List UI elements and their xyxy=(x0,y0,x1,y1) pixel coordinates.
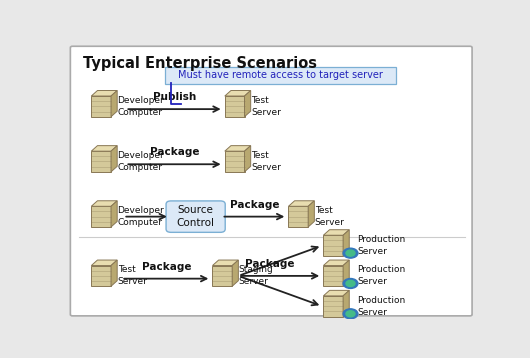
Polygon shape xyxy=(91,206,111,227)
Text: Typical Enterprise Scenarios: Typical Enterprise Scenarios xyxy=(83,56,317,71)
Polygon shape xyxy=(323,290,349,296)
Polygon shape xyxy=(91,260,117,266)
Text: Test
Server: Test Server xyxy=(315,206,344,227)
Polygon shape xyxy=(323,296,343,316)
Polygon shape xyxy=(343,230,349,256)
Text: Developer
Computer: Developer Computer xyxy=(118,96,164,117)
Polygon shape xyxy=(111,260,117,286)
Circle shape xyxy=(346,280,355,286)
Polygon shape xyxy=(225,146,251,151)
Polygon shape xyxy=(288,201,314,206)
Text: Package: Package xyxy=(229,200,279,210)
FancyBboxPatch shape xyxy=(166,201,225,232)
Polygon shape xyxy=(343,260,349,286)
Text: Production
Server: Production Server xyxy=(357,235,405,256)
Polygon shape xyxy=(323,235,343,256)
Text: Developer
Computer: Developer Computer xyxy=(118,206,164,227)
Polygon shape xyxy=(323,230,349,235)
Text: Package: Package xyxy=(150,147,199,158)
Polygon shape xyxy=(91,91,117,96)
Text: Test
Server: Test Server xyxy=(118,266,147,286)
Polygon shape xyxy=(244,146,251,172)
Circle shape xyxy=(346,250,355,256)
Polygon shape xyxy=(111,201,117,227)
Circle shape xyxy=(343,309,358,319)
Text: Must have remote access to target server: Must have remote access to target server xyxy=(179,71,383,80)
Polygon shape xyxy=(343,290,349,316)
Polygon shape xyxy=(232,260,238,286)
Text: Publish: Publish xyxy=(153,92,196,102)
Text: Staging
Server: Staging Server xyxy=(238,266,273,286)
Text: Package: Package xyxy=(142,262,191,272)
Text: Production
Server: Production Server xyxy=(357,266,405,286)
Polygon shape xyxy=(225,91,251,96)
Text: Developer
Computer: Developer Computer xyxy=(118,151,164,172)
Polygon shape xyxy=(91,96,111,117)
Polygon shape xyxy=(323,260,349,266)
Polygon shape xyxy=(111,91,117,117)
Polygon shape xyxy=(225,151,244,172)
Circle shape xyxy=(346,311,355,317)
Polygon shape xyxy=(288,206,308,227)
Polygon shape xyxy=(244,91,251,117)
Polygon shape xyxy=(213,260,238,266)
Polygon shape xyxy=(111,146,117,172)
Polygon shape xyxy=(308,201,314,227)
FancyBboxPatch shape xyxy=(70,46,472,316)
Circle shape xyxy=(343,248,358,258)
Polygon shape xyxy=(91,201,117,206)
Text: Source
Control: Source Control xyxy=(176,205,215,228)
Text: Production
Server: Production Server xyxy=(357,296,405,316)
Polygon shape xyxy=(323,266,343,286)
Polygon shape xyxy=(91,151,111,172)
Text: Test
Server: Test Server xyxy=(251,96,281,117)
Circle shape xyxy=(343,279,358,289)
Polygon shape xyxy=(91,146,117,151)
Polygon shape xyxy=(225,96,244,117)
Polygon shape xyxy=(91,266,111,286)
Polygon shape xyxy=(213,266,232,286)
FancyBboxPatch shape xyxy=(165,67,396,84)
Text: Test
Server: Test Server xyxy=(251,151,281,172)
Text: Package: Package xyxy=(245,259,294,269)
